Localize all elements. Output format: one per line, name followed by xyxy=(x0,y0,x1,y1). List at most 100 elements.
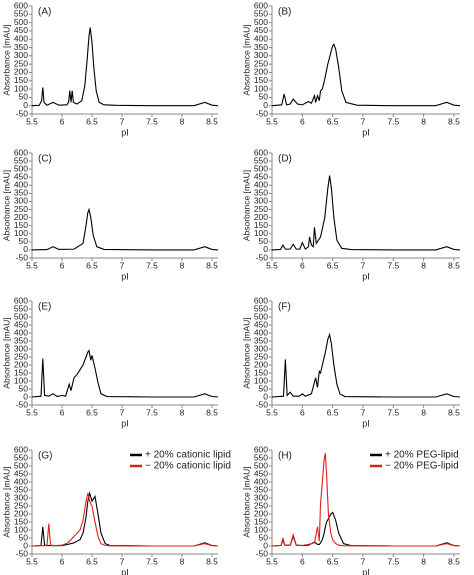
x-tick-label: 8.5 xyxy=(448,116,460,126)
y-tick-label: 300 xyxy=(14,492,28,502)
y-tick-label: 550 xyxy=(14,9,28,19)
y-tick-label: -50 xyxy=(256,548,269,558)
y-tick-label: 150 xyxy=(254,220,268,230)
y-tick-label: 200 xyxy=(14,212,28,222)
y-tick-label: 150 xyxy=(254,75,268,85)
y-tick-label: 350 xyxy=(254,188,268,198)
y-tick-label: 500 xyxy=(14,163,28,173)
x-tick-label: 6 xyxy=(300,116,305,126)
trace xyxy=(271,511,461,547)
x-axis-title: pI xyxy=(121,127,129,137)
x-tick-label: 6 xyxy=(300,407,305,417)
y-tick-label: 350 xyxy=(14,335,28,345)
x-tick-label: 7 xyxy=(120,556,125,566)
x-tick-label: 6.5 xyxy=(86,556,98,566)
y-tick-label: -50 xyxy=(256,399,269,409)
y-tick-label: 200 xyxy=(254,212,268,222)
y-tick-label: 0 xyxy=(23,391,28,401)
x-tick-label: 8 xyxy=(180,556,185,566)
y-tick-label: 400 xyxy=(14,33,28,43)
x-tick-label: 6.5 xyxy=(327,556,339,566)
x-tick-label: 6.5 xyxy=(327,407,339,417)
y-axis-title: Absorbance [mAU] xyxy=(241,466,251,537)
y-tick-label: 250 xyxy=(254,204,268,214)
y-tick-label: 250 xyxy=(14,58,28,68)
y-tick-label: 500 xyxy=(254,460,268,470)
y-tick-label: 350 xyxy=(254,335,268,345)
panel-label: (B) xyxy=(278,7,291,18)
x-tick-label: 7.5 xyxy=(387,260,399,270)
x-tick-label: 5.5 xyxy=(266,260,278,270)
y-tick-label: 400 xyxy=(254,327,268,337)
x-tick-label: 7 xyxy=(120,407,125,417)
y-tick-label: 100 xyxy=(254,524,268,534)
y-tick-label: 300 xyxy=(14,50,28,60)
x-tick-label: 6.5 xyxy=(86,407,98,417)
y-axis-title: Absorbance [mAU] xyxy=(1,24,11,95)
y-tick-label: 450 xyxy=(254,319,268,329)
panel-label: (H) xyxy=(278,451,292,462)
y-tick-label: 550 xyxy=(254,155,268,165)
x-tick-label: 7.5 xyxy=(146,260,158,270)
y-tick-label: 400 xyxy=(14,476,28,486)
y-axis-title: Absorbance [mAU] xyxy=(241,170,251,241)
y-tick-label: 400 xyxy=(14,180,28,190)
y-tick-label: 300 xyxy=(254,343,268,353)
legend-label: − 20% PEG-lipid xyxy=(385,461,459,472)
legend-label: + 20% cationic lipid xyxy=(145,450,231,461)
y-tick-label: 550 xyxy=(14,452,28,462)
x-tick-label: 8.5 xyxy=(448,407,460,417)
y-tick-label: 500 xyxy=(254,17,268,27)
x-axis-title: pI xyxy=(121,271,129,281)
x-tick-label: 8 xyxy=(421,407,426,417)
y-axis-title: Absorbance [mAU] xyxy=(241,317,251,388)
x-tick-label: 6 xyxy=(60,260,65,270)
y-axis-title: Absorbance [mAU] xyxy=(1,466,11,537)
y-tick-label: 500 xyxy=(14,311,28,321)
y-tick-label: 300 xyxy=(254,50,268,60)
x-tick-label: 5.5 xyxy=(26,556,38,566)
y-tick-label: -50 xyxy=(16,548,29,558)
x-tick-label: 6 xyxy=(60,407,65,417)
y-tick-label: 450 xyxy=(254,468,268,478)
y-tick-label: 200 xyxy=(254,67,268,77)
x-axis-title: pI xyxy=(362,418,370,428)
y-tick-label: 0 xyxy=(263,100,268,110)
x-tick-label: 7 xyxy=(361,260,366,270)
y-tick-label: 0 xyxy=(23,100,28,110)
y-tick-label: 400 xyxy=(254,33,268,43)
trace xyxy=(271,43,461,107)
x-axis-title: pI xyxy=(121,418,129,428)
y-axis-title: Absorbance [mAU] xyxy=(1,170,11,241)
y-tick-label: 400 xyxy=(14,327,28,337)
y-tick-label: 350 xyxy=(14,188,28,198)
y-tick-label: 450 xyxy=(14,25,28,35)
y-tick-label: 550 xyxy=(14,303,28,313)
y-tick-label: 0 xyxy=(263,244,268,254)
y-tick-label: 200 xyxy=(14,359,28,369)
panel-label: (D) xyxy=(278,154,292,165)
y-tick-label: 450 xyxy=(14,171,28,181)
y-tick-label: 600 xyxy=(14,147,28,157)
y-tick-label: 350 xyxy=(254,42,268,52)
trace xyxy=(31,493,219,547)
x-tick-label: 6 xyxy=(300,260,305,270)
y-axis-title: Absorbance [mAU] xyxy=(1,317,11,388)
panel-label: (G) xyxy=(38,451,52,462)
trace xyxy=(31,349,219,398)
y-tick-label: 500 xyxy=(254,311,268,321)
y-tick-label: 0 xyxy=(263,391,268,401)
y-tick-label: 250 xyxy=(14,351,28,361)
legend-label: + 20% PEG-lipid xyxy=(385,450,459,461)
y-tick-label: -50 xyxy=(16,399,29,409)
x-tick-label: 7 xyxy=(120,116,125,126)
y-tick-label: 400 xyxy=(254,476,268,486)
x-tick-label: 6 xyxy=(300,556,305,566)
y-tick-label: 550 xyxy=(254,303,268,313)
x-tick-label: 8.5 xyxy=(206,116,218,126)
y-tick-label: 550 xyxy=(254,452,268,462)
x-tick-label: 7.5 xyxy=(387,556,399,566)
